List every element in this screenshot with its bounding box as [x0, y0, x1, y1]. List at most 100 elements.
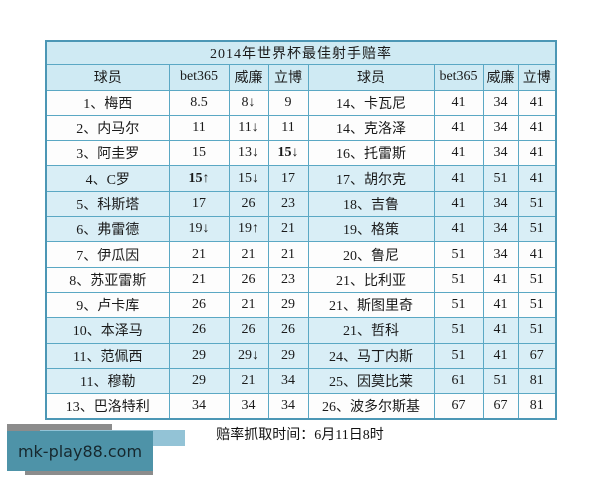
odds-cell: 41 — [433, 89, 484, 116]
odds-cell: 34 — [267, 367, 309, 395]
odds-cell: 34 — [482, 114, 519, 142]
column-header: bet365 — [433, 64, 484, 91]
watermark-box: mk-play88.com — [7, 431, 153, 471]
odds-cell: 34 — [482, 241, 519, 268]
odds-cell: 15↓ — [228, 165, 269, 192]
odds-cell: 34 — [267, 393, 309, 420]
odds-cell: 29 — [267, 342, 309, 369]
capture-time-note: 赔率抓取时间：6月11日8时 — [216, 428, 384, 443]
table-row: 6、弗雷德 19↓ 19↑ 21 19、格策 41 34 51 — [45, 216, 557, 243]
table-row: 4、C罗 15↑ 15↓ 17 17、胡尔克 41 51 41 — [45, 165, 557, 192]
odds-cell: 11 — [168, 114, 230, 142]
player-cell: 20、鲁尼 — [307, 241, 435, 268]
odds-cell: 41 — [433, 190, 484, 218]
odds-cell: 67 — [517, 342, 557, 369]
odds-cell: 23 — [267, 266, 309, 293]
player-cell: 8、苏亚雷斯 — [45, 266, 170, 293]
odds-cell: 61 — [433, 367, 484, 395]
odds-cell: 15 — [168, 140, 230, 167]
odds-cell: 21 — [168, 241, 230, 268]
player-cell: 21、斯图里奇 — [307, 291, 435, 319]
odds-cell: 21 — [267, 216, 309, 243]
odds-cell: 41 — [433, 140, 484, 167]
odds-cell: 9 — [267, 89, 309, 116]
watermark-shadow-bottom — [25, 469, 153, 475]
odds-cell: 15↓ — [267, 140, 309, 167]
odds-cell: 51 — [482, 367, 519, 395]
odds-cell: 41 — [517, 165, 557, 192]
odds-cell: 17 — [267, 165, 309, 192]
odds-cell: 19↑ — [228, 216, 269, 243]
odds-cell: 34 — [482, 140, 519, 167]
player-cell: 19、格策 — [307, 216, 435, 243]
odds-cell: 34 — [168, 393, 230, 420]
player-cell: 3、阿圭罗 — [45, 140, 170, 167]
player-cell: 13、巴洛特利 — [45, 393, 170, 420]
player-cell: 4、C罗 — [45, 165, 170, 192]
odds-table: 2014年世界杯最佳射手赔率 球员 bet365 威廉 立博 球员 bet365 威廉 立博 … — [45, 40, 557, 420]
watermark-text: mk-play88.com — [17, 441, 143, 461]
player-cell: 25、因莫比莱 — [307, 367, 435, 395]
odds-cell: 23 — [267, 190, 309, 218]
odds-cell: 51 — [433, 266, 484, 293]
odds-cell: 41 — [517, 140, 557, 167]
table-row: 5、科斯塔 17 26 23 18、吉鲁 41 34 51 — [45, 190, 557, 218]
column-header: 球员 — [45, 64, 170, 91]
player-cell: 14、卡瓦尼 — [307, 89, 435, 116]
odds-cell: 34 — [482, 89, 519, 116]
odds-cell: 26 — [267, 317, 309, 344]
odds-cell: 11 — [267, 114, 309, 142]
column-header: 立博 — [517, 64, 557, 91]
odds-cell: 41 — [482, 342, 519, 369]
odds-cell: 26 — [168, 317, 230, 344]
table-row: 13、巴洛特利 34 34 34 26、波多尔斯基 67 67 81 — [45, 393, 557, 420]
table-row: 10、本泽马 26 26 26 21、哲科 51 41 51 — [45, 317, 557, 344]
table-row: 7、伊瓜因 21 21 21 20、鲁尼 51 34 41 — [45, 241, 557, 268]
odds-cell: 21 — [228, 367, 269, 395]
odds-cell: 51 — [517, 190, 557, 218]
odds-cell: 19↓ — [168, 216, 230, 243]
player-cell: 5、科斯塔 — [45, 190, 170, 218]
odds-cell: 51 — [433, 342, 484, 369]
odds-cell: 11↓ — [228, 114, 269, 142]
player-cell: 9、卢卡库 — [45, 291, 170, 319]
odds-cell: 67 — [433, 393, 484, 420]
player-cell: 21、比利亚 — [307, 266, 435, 293]
column-header: 立博 — [267, 64, 309, 91]
odds-cell: 41 — [433, 165, 484, 192]
odds-cell: 41 — [517, 89, 557, 116]
player-cell: 10、本泽马 — [45, 317, 170, 344]
table-title: 2014年世界杯最佳射手赔率 — [45, 40, 557, 66]
odds-cell: 21 — [228, 291, 269, 319]
player-cell: 7、伊瓜因 — [45, 241, 170, 268]
odds-cell: 41 — [482, 317, 519, 344]
column-header: 球员 — [307, 64, 435, 91]
odds-cell: 8↓ — [228, 89, 269, 116]
odds-table-container: 2014年世界杯最佳射手赔率 球员 bet365 威廉 立博 球员 bet365 威廉 立博 … — [45, 40, 557, 420]
odds-cell: 51 — [433, 291, 484, 319]
column-header: bet365 — [168, 64, 230, 91]
odds-cell: 21 — [228, 241, 269, 268]
table-row: 11、穆勒 29 21 34 25、因莫比莱 61 51 81 — [45, 367, 557, 395]
odds-cell: 51 — [482, 165, 519, 192]
player-cell: 2、内马尔 — [45, 114, 170, 142]
odds-cell: 51 — [517, 216, 557, 243]
odds-cell: 67 — [482, 393, 519, 420]
odds-cell: 34 — [482, 216, 519, 243]
column-header: 威廉 — [482, 64, 519, 91]
odds-cell: 34 — [482, 190, 519, 218]
table-row: 2、内马尔 11 11↓ 11 14、克洛泽 41 34 41 — [45, 114, 557, 142]
odds-cell: 26 — [168, 291, 230, 319]
odds-cell: 51 — [517, 317, 557, 344]
odds-cell: 41 — [433, 216, 484, 243]
title-row: 2014年世界杯最佳射手赔率 — [45, 40, 557, 66]
odds-table-body: 2014年世界杯最佳射手赔率 球员 bet365 威廉 立博 球员 bet365 威廉 立博 … — [45, 40, 557, 420]
player-cell: 11、穆勒 — [45, 367, 170, 395]
player-cell: 21、哲科 — [307, 317, 435, 344]
odds-cell: 41 — [482, 266, 519, 293]
odds-cell: 17 — [168, 190, 230, 218]
column-header: 威廉 — [228, 64, 269, 91]
player-cell: 6、弗雷德 — [45, 216, 170, 243]
odds-cell: 29 — [168, 367, 230, 395]
odds-cell: 13↓ — [228, 140, 269, 167]
